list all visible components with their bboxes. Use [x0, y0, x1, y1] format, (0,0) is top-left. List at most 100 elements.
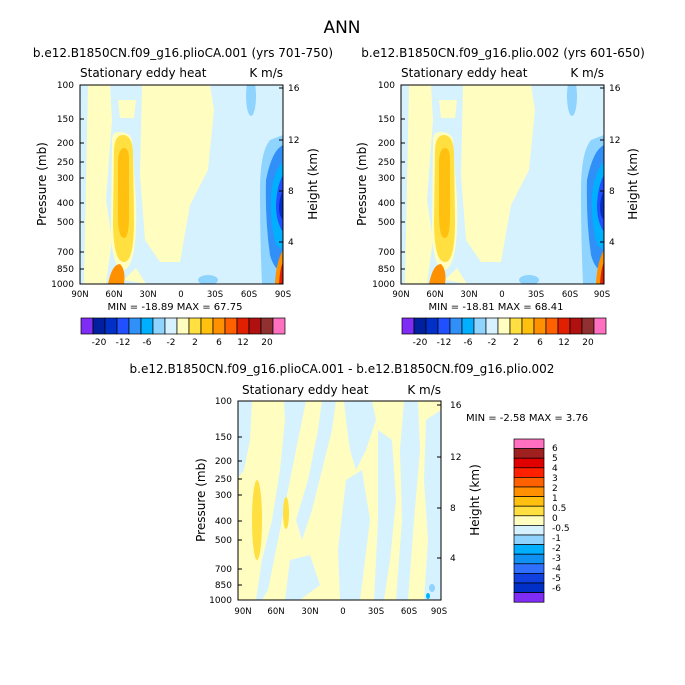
colorbar-label: -3 [552, 554, 561, 564]
colorbar-label: -2 [488, 338, 497, 348]
panel-right-right-ticks: 16 12 8 4 [609, 84, 621, 248]
colorbar-swatch [513, 553, 545, 565]
height-tick-label: 16 [450, 401, 462, 411]
colorbar-swatch [569, 317, 583, 335]
colorbar-swatch [485, 317, 499, 335]
colorbar-label: -5 [552, 574, 561, 584]
field-region-positive [461, 85, 535, 262]
field-region-negative [429, 584, 435, 592]
colorbar-swatch [513, 467, 545, 478]
y-tick-label: 200 [57, 139, 74, 149]
colorbar-label: 6 [552, 444, 558, 454]
field-region-positive [108, 264, 125, 284]
panel-diff-units-label: K m/s [407, 383, 441, 397]
colorbar-swatch [80, 317, 94, 335]
y-tick-label: 700 [215, 565, 232, 575]
field-region-positive [405, 85, 433, 284]
field-region-positive [140, 85, 214, 262]
colorbar-swatch [497, 317, 511, 335]
colorbar-label: 2 [513, 338, 519, 348]
field-region-positive [429, 264, 446, 284]
y-tick-label: 200 [378, 139, 395, 149]
y-tick-label: 100 [378, 81, 395, 91]
panel-left-units-label: K m/s [249, 66, 283, 80]
colorbar-swatch [513, 477, 545, 488]
height-tick-label: 12 [609, 136, 620, 146]
colorbar-label: 1 [552, 494, 558, 504]
panel-diff-x-ticks: 90N 60N 30N 0 30S 60S 90S [234, 607, 447, 617]
height-tick-label: 12 [288, 136, 299, 146]
y-tick-label: 500 [215, 536, 232, 546]
colorbar-label: -6 [464, 338, 473, 348]
panel-right-ylabel: Pressure (mb) [355, 142, 369, 226]
panel-left-colorbar: -20 -12 -6 -2 2 6 12 20 [80, 317, 286, 348]
field-region-positive [252, 480, 262, 560]
x-tick-label: 30S [207, 290, 223, 300]
colorbar-swatch [513, 496, 545, 507]
colorbar-label: 0.5 [552, 504, 566, 514]
colorbar-swatch [473, 317, 487, 335]
colorbar-swatch [509, 317, 523, 335]
field-region-negative [374, 430, 396, 600]
y-tick-label: 150 [57, 115, 74, 125]
height-tick-label: 8 [450, 504, 456, 514]
colorbar-label: -4 [552, 564, 561, 574]
field-region-negative [424, 410, 441, 600]
colorbar-label: 20 [582, 338, 594, 348]
colorbar-swatch [104, 317, 118, 335]
height-tick-label: 4 [288, 238, 294, 248]
colorbar-swatch [513, 448, 545, 459]
y-tick-label: 1000 [209, 596, 232, 606]
panel-left-plot-frame [79, 84, 284, 285]
field-region-positive [600, 262, 604, 284]
colorbar-swatch [545, 317, 559, 335]
colorbar-swatch [425, 317, 439, 335]
field-region-negative [338, 470, 370, 600]
field-region-positive [445, 268, 467, 284]
field-region-negative [519, 275, 539, 284]
colorbar-labels: 6 5 4 3 2 1 0.5 0 -0.5 -1 -2 -3 -4 -5 -6 [552, 444, 570, 594]
panel-right-y-tick-marks [401, 84, 604, 270]
field-region-positive [118, 100, 136, 118]
colorbar-boxes [513, 438, 545, 603]
colorbar-label: -2 [167, 338, 176, 348]
colorbar-swatch [236, 317, 250, 335]
colorbar-label: 12 [237, 338, 248, 348]
field-region-positive [439, 148, 450, 238]
x-tick-label: 0 [178, 290, 183, 300]
panel-left-ylabel-right: Height (km) [306, 148, 320, 219]
x-tick-label: 60S [241, 290, 257, 300]
x-tick-label: 90N [234, 607, 251, 617]
colorbar-swatch [413, 317, 427, 335]
colorbar-swatch [533, 317, 547, 335]
colorbar-swatch [513, 515, 545, 526]
colorbar-swatch [164, 317, 178, 335]
y-tick-label: 250 [57, 158, 74, 168]
x-tick-label: 90S [431, 607, 447, 617]
x-tick-label: 60N [267, 607, 284, 617]
colorbar-swatch [248, 317, 262, 335]
colorbar-swatch [212, 317, 226, 335]
colorbar-label: -20 [92, 338, 107, 348]
panel-right-title: b.e12.B1850CN.f09_g16.plio.002 (yrs 601-… [361, 46, 645, 60]
colorbar-swatch [140, 317, 154, 335]
y-tick-label: 1000 [372, 280, 395, 290]
x-tick-label: 90N [392, 290, 409, 300]
y-tick-label: 1000 [51, 280, 74, 290]
y-tick-label: 150 [378, 115, 395, 125]
colorbar-swatch [513, 563, 545, 574]
colorbar-label: 5 [552, 454, 558, 464]
x-tick-label: 30N [139, 290, 156, 300]
colorbar-swatch [116, 317, 130, 335]
height-tick-label: 8 [609, 187, 615, 197]
colorbar-boxes [401, 317, 607, 335]
panel-diff-colorbar: 6 5 4 3 2 1 0.5 0 -0.5 -1 -2 -3 -4 -5 -6 [513, 438, 570, 603]
panel-left-ylabel: Pressure (mb) [35, 142, 49, 226]
colorbar-label: -20 [413, 338, 428, 348]
y-tick-label: 400 [215, 517, 232, 527]
y-tick-label: 100 [215, 397, 232, 407]
field-region-negative [198, 275, 218, 284]
field-region-negative [344, 401, 376, 470]
colorbar-swatch [521, 317, 535, 335]
